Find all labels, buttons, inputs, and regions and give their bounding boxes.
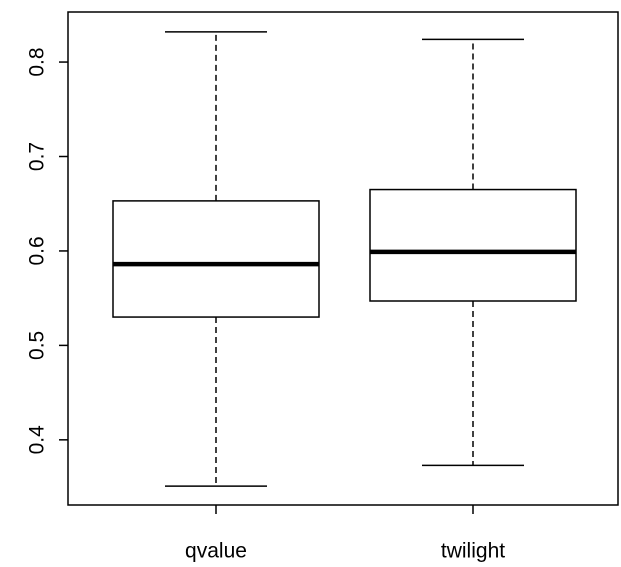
x-tick-label: qvalue (185, 540, 247, 563)
plot-frame (67, 11, 619, 506)
x-tick-label: twilight (441, 540, 505, 563)
y-tick-label: 0.6 (26, 236, 49, 265)
y-tick-label: 0.7 (26, 142, 49, 171)
y-tick-label: 0.5 (26, 331, 49, 360)
box (369, 188, 577, 302)
y-tick-label: 0.8 (26, 47, 49, 76)
box (112, 200, 320, 318)
y-tick-label: 0.4 (26, 425, 49, 455)
